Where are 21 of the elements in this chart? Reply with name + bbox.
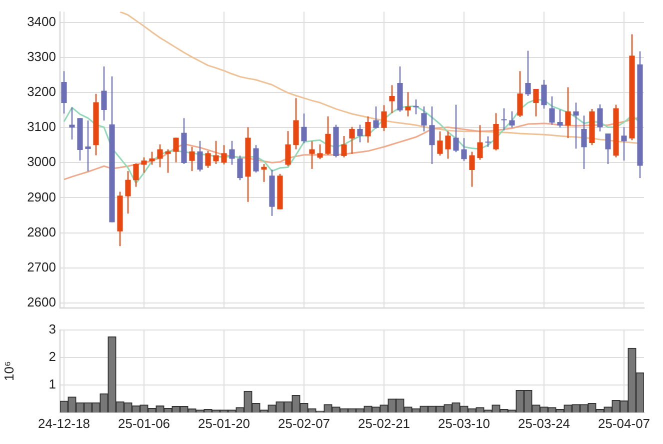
x-tick-label: 24-12-18	[38, 416, 90, 431]
y-tick-label: 2700	[27, 259, 56, 274]
y-tick-label: 2600	[27, 294, 56, 310]
x-tick-label: 25-02-21	[358, 416, 410, 431]
x-tick-label: 25-01-20	[198, 416, 250, 431]
y-tick-label: 3400	[27, 14, 56, 29]
y-axis-title: 10⁶	[1, 361, 16, 382]
y-tick-label: 1	[48, 376, 56, 392]
y-tick-label: 3200	[27, 84, 56, 100]
y-tick-label: 3000	[27, 154, 56, 170]
y-tick-label: 3100	[27, 119, 56, 134]
y-tick-label: 3	[48, 321, 56, 336]
x-tick-label: 25-01-06	[118, 416, 170, 431]
y-tick-label: 2	[48, 348, 56, 364]
y-tick-label: 2800	[27, 224, 56, 240]
x-tick-label: 25-03-10	[438, 416, 490, 431]
y-tick-label: 3300	[27, 48, 56, 64]
x-tick-label: 25-03-24	[518, 416, 570, 431]
y-tick-label: 2900	[27, 189, 56, 204]
x-tick-label: 25-04-07	[598, 416, 650, 431]
x-tick-label: 25-02-07	[278, 416, 330, 431]
